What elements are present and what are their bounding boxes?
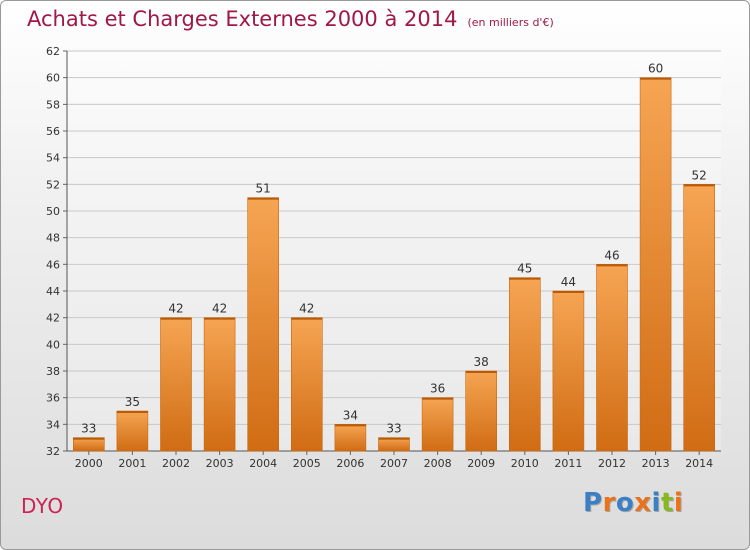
bar-top [291, 317, 323, 320]
commune-name: DYO [21, 494, 64, 518]
y-tick-label: 32 [46, 445, 60, 458]
x-tick-label: 2004 [249, 457, 277, 470]
bar-top [160, 317, 192, 320]
bar-top [73, 437, 105, 440]
chart-title-text: Achats et Charges Externes 2000 à 2014 [27, 7, 458, 31]
x-tick-label: 2005 [293, 457, 321, 470]
x-tick-label: 2009 [467, 457, 495, 470]
data-label: 51 [256, 182, 271, 196]
logo-letter: i [651, 488, 661, 518]
bar-top [378, 437, 410, 440]
y-tick-label: 62 [46, 45, 60, 58]
data-label: 34 [343, 408, 358, 422]
data-label: 42 [299, 302, 314, 316]
y-tick-label: 60 [46, 72, 60, 85]
bar [247, 197, 279, 452]
x-tick-label: 2014 [685, 457, 713, 470]
x-tick-label: 2013 [642, 457, 670, 470]
x-tick-label: 2003 [206, 457, 234, 470]
x-tick-label: 2002 [162, 457, 190, 470]
logo-letter: i [673, 488, 684, 518]
x-tick-label: 2008 [424, 457, 452, 470]
bar-top [204, 317, 236, 320]
data-label: 52 [692, 168, 707, 182]
x-tick-label: 2012 [598, 457, 626, 470]
chart-title: Achats et Charges Externes 2000 à 2014 (e… [27, 7, 554, 31]
bar [421, 397, 454, 452]
bar [596, 264, 628, 452]
data-label: 33 [81, 422, 96, 436]
bar-top [509, 277, 541, 280]
bar-top [683, 184, 715, 187]
bar-top [465, 371, 497, 373]
y-tick-label: 50 [46, 205, 60, 218]
y-tick-label: 52 [46, 178, 60, 191]
x-tick-label: 2000 [75, 457, 103, 470]
data-label: 33 [386, 422, 401, 436]
bar [334, 424, 367, 452]
y-tick-label: 36 [46, 392, 60, 405]
bar [683, 184, 716, 452]
bar-top [247, 197, 279, 200]
bar-top [552, 291, 584, 293]
data-label: 38 [474, 355, 489, 369]
bar [290, 317, 323, 452]
data-label: 46 [604, 248, 619, 262]
logo-letter: o [615, 488, 635, 518]
bar-top [334, 424, 366, 427]
y-tick-label: 56 [46, 125, 60, 138]
y-tick-label: 42 [46, 312, 60, 325]
x-tick-label: 2010 [511, 457, 539, 470]
bar-top [116, 411, 148, 413]
x-tick-label: 2001 [118, 457, 146, 470]
bar [160, 317, 192, 452]
y-tick-label: 40 [46, 338, 60, 351]
proxiti-logo[interactable]: Proxiti [583, 488, 683, 518]
y-tick-label: 54 [46, 152, 60, 165]
y-tick-label: 58 [46, 98, 60, 111]
bar [508, 277, 541, 452]
logo-letter: r [602, 488, 616, 518]
logo-letter: P [583, 488, 603, 518]
y-tick-label: 38 [46, 365, 60, 378]
x-tick-label: 2006 [336, 457, 364, 470]
bar [203, 317, 236, 452]
bar-top [422, 397, 454, 400]
bar [465, 370, 498, 452]
data-label: 36 [430, 382, 445, 396]
bar-top [640, 77, 672, 80]
bar [552, 290, 585, 452]
data-label: 45 [517, 262, 532, 276]
bar [639, 77, 672, 452]
logo-letter: t [660, 488, 674, 518]
y-tick-label: 46 [46, 258, 60, 271]
bar [116, 410, 149, 452]
data-label: 44 [561, 275, 576, 289]
bar-top [596, 264, 628, 267]
y-tick-label: 34 [46, 418, 60, 431]
x-tick-label: 2007 [380, 457, 408, 470]
x-tick-label: 2011 [554, 457, 582, 470]
y-tick-label: 44 [46, 285, 60, 298]
logo-letter: x [634, 488, 652, 518]
data-label: 42 [168, 302, 183, 316]
y-tick-label: 48 [46, 232, 60, 245]
data-label: 35 [125, 395, 140, 409]
chart-unit: (en milliers d'€) [467, 16, 554, 29]
data-label: 42 [212, 302, 227, 316]
data-label: 60 [648, 62, 663, 76]
